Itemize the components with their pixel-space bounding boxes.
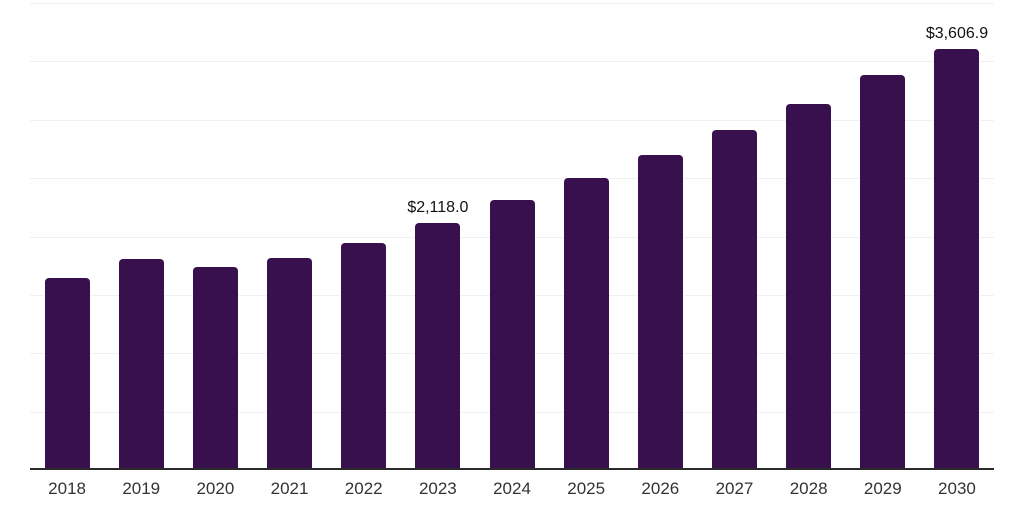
data-label-2023: $2,118.0	[407, 198, 469, 216]
x-tick-label-2023: 2023	[418, 479, 457, 498]
x-tick-label-2021: 2021	[270, 479, 309, 498]
bars: $2,118.0 $3,606.9	[30, 3, 994, 470]
bar-cell-2027	[697, 3, 771, 470]
bar-2019	[118, 259, 164, 470]
bar-cell-2025	[549, 3, 623, 470]
x-tick-label-2025: 2025	[567, 479, 606, 498]
bar-cell-2019	[104, 3, 178, 470]
bar-2024	[489, 200, 535, 470]
bar-2028	[786, 104, 832, 470]
bar-2030	[934, 48, 980, 470]
x-tick-label-2028: 2028	[789, 479, 828, 498]
bar-cell-2024	[475, 3, 549, 470]
bar-cell-2018	[30, 3, 104, 470]
x-tick-label-2024: 2024	[493, 479, 531, 498]
x-tick-label-2019: 2019	[122, 479, 161, 498]
gridline-2500	[30, 178, 994, 180]
bar-2025	[563, 178, 609, 470]
bar-cell-2029	[846, 3, 920, 470]
x-tick-label-2029: 2029	[863, 479, 902, 498]
bar-cell-2021	[252, 3, 326, 470]
x-tick-label-2030: 2030	[938, 479, 976, 498]
gridline-3000	[30, 119, 994, 121]
bar-2018	[44, 277, 90, 470]
x-axis-labels: 2018 2019 2020 2021 2022 2023 2024 2025 2026 2027…	[30, 470, 994, 512]
x-tick-label-2026: 2026	[641, 479, 680, 498]
bar-cell-2022	[327, 3, 401, 470]
bar-cell-2020	[178, 3, 252, 470]
bar-2021	[267, 258, 313, 470]
bar-cell-2026	[623, 3, 697, 470]
bar-2023	[415, 222, 461, 470]
bar-2029	[860, 74, 906, 470]
gridline-3500	[30, 61, 994, 63]
bar-2022	[341, 242, 387, 470]
bar-cell-2028	[772, 3, 846, 470]
plot-area: $2,118.0 $3,606.9	[30, 3, 994, 470]
x-axis-line	[30, 468, 994, 470]
bar-2026	[637, 155, 683, 470]
x-tick-label-2018: 2018	[48, 479, 86, 498]
bar-2020	[192, 267, 238, 470]
gridline-4000	[30, 3, 994, 4]
data-label-2030: $3,606.9	[925, 24, 989, 42]
x-tick-label-2022: 2022	[344, 479, 383, 498]
bar-cell-2030: $3,606.9	[920, 3, 994, 470]
bar-2027	[711, 130, 757, 470]
x-tick-label-2027: 2027	[715, 479, 754, 498]
x-tick-label-2020: 2020	[196, 479, 235, 498]
bar-cell-2023: $2,118.0	[401, 3, 475, 470]
